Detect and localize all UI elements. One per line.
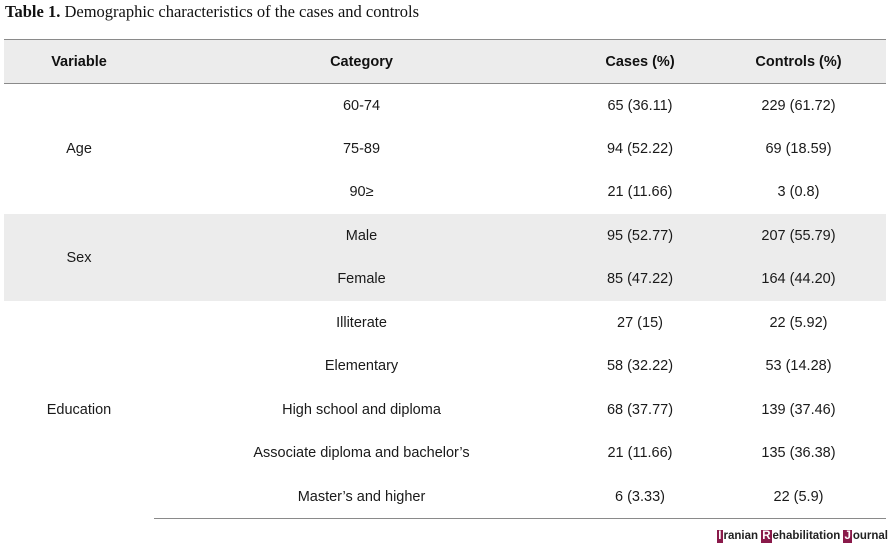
controls-cell: 164 (44.20) [761, 271, 836, 288]
category-cell: High school and diploma [282, 401, 441, 418]
demographics-table: Variable Category Cases (%) Controls (%)… [4, 39, 886, 519]
journal-logo-initial: R [761, 530, 772, 543]
controls-cell: 207 (55.79) [761, 227, 836, 244]
table-caption: Table 1. Demographic characteristics of … [5, 2, 419, 22]
table-row: Associate diploma and bachelor’s 21 (11.… [4, 432, 886, 476]
controls-cell: 229 (61.72) [761, 97, 836, 114]
table-row: High school and diploma 68 (37.77) 139 (… [4, 388, 886, 432]
table-row: Sex Male 95 (52.77) 207 (55.79) [4, 214, 886, 266]
journal-logo-word: ehabilitation [772, 530, 844, 542]
cases-cell: 85 (47.22) [606, 271, 674, 288]
cases-cell: 27 (15) [617, 314, 663, 331]
journal-logo-word: ranian [723, 530, 762, 542]
table-caption-text: Demographic characteristics of the cases… [60, 2, 420, 21]
controls-cell: 3 (0.8) [777, 184, 820, 201]
category-cell: 75-89 [342, 140, 381, 157]
table-row: 75-89 94 (52.22) 69 (18.59) [4, 127, 886, 171]
header-variable: Variable [4, 39, 154, 84]
header-controls: Controls (%) [711, 39, 886, 84]
controls-cell: 22 (5.92) [769, 314, 828, 331]
category-cell: Male [345, 227, 378, 244]
journal-logo-initial: I [717, 530, 723, 543]
controls-cell: 22 (5.9) [711, 475, 886, 519]
cases-cell: 6 (3.33) [569, 475, 711, 519]
table-row: Age 60-74 65 (36.11) 229 (61.72) [4, 84, 886, 158]
cases-cell: 21 (11.66) [607, 445, 673, 462]
journal-logo-word: ournal [852, 530, 888, 542]
variable-cell-sex: Sex [66, 249, 92, 266]
controls-cell: 69 (18.59) [765, 140, 832, 157]
table-row: 90≥ 21 (11.66) 3 (0.8) [4, 171, 886, 215]
controls-cell: 53 (14.28) [765, 358, 832, 375]
category-cell: 90≥ [349, 184, 374, 201]
table-row: Elementary 58 (32.22) 53 (14.28) [4, 345, 886, 389]
category-cell: Master’s and higher [154, 475, 569, 519]
cases-cell: 95 (52.77) [606, 227, 674, 244]
cases-cell: 68 (37.77) [606, 401, 674, 418]
header-cases: Cases (%) [569, 39, 711, 84]
cases-cell: 94 (52.22) [606, 140, 674, 157]
category-cell: Elementary [324, 358, 399, 375]
journal-logo-initial: J [843, 530, 852, 543]
category-cell: 60-74 [342, 97, 381, 114]
category-cell: Female [337, 271, 386, 288]
header-category: Category [154, 39, 569, 84]
table-row: Master’s and higher 6 (3.33) 22 (5.9) [4, 475, 886, 519]
category-cell: Illiterate [336, 314, 387, 331]
table-header-row: Variable Category Cases (%) Controls (%) [4, 39, 886, 84]
controls-cell: 139 (37.46) [761, 401, 836, 418]
cases-cell: 58 (32.22) [606, 358, 674, 375]
table-caption-label: Table 1. [5, 2, 61, 21]
variable-cell-education: Education [46, 401, 112, 418]
cases-cell: 65 (36.11) [607, 97, 673, 114]
controls-cell: 135 (36.38) [761, 445, 836, 462]
variable-cell-age: Age [66, 141, 92, 157]
category-cell: Associate diploma and bachelor’s [253, 445, 470, 462]
table-row: Education Illiterate 27 (15) 22 (5.92) [4, 301, 886, 418]
cases-cell: 21 (11.66) [607, 184, 673, 201]
